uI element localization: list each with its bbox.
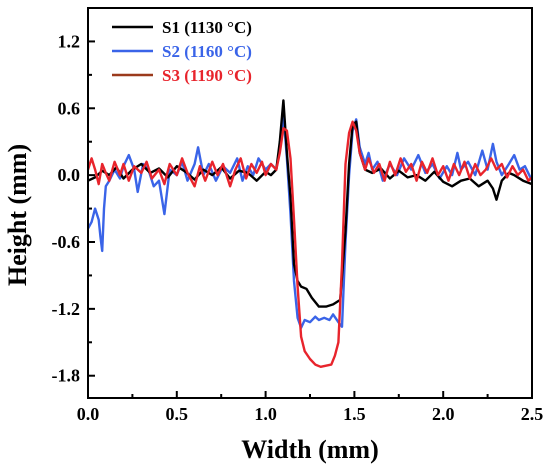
legend-label-1: S1 (1130 °C) — [162, 18, 252, 37]
y-tick-label: 0.0 — [58, 165, 81, 185]
y-axis-title: Height (mm) — [3, 144, 32, 286]
x-axis-title: Width (mm) — [241, 435, 378, 464]
x-tick-label: 1.5 — [343, 404, 366, 424]
y-axis: 1.2 0.6 0.0 -0.6 -1.2 -1.8 — [52, 31, 95, 386]
plot-frame — [87, 7, 533, 399]
y-tick-label: -1.2 — [52, 299, 81, 319]
series-line-3 — [86, 120, 533, 368]
x-tick-label: 1.0 — [254, 404, 277, 424]
y-tick-label: -0.6 — [52, 232, 81, 252]
series-line-1 — [87, 99, 533, 308]
x-tick-label: 2.5 — [521, 404, 544, 424]
legend-label-3: S3 (1190 °C) — [162, 66, 252, 85]
x-axis: 0.0 0.5 1.0 1.5 2.0 2.5 — [77, 391, 544, 424]
x-tick-label: 2.0 — [432, 404, 455, 424]
y-tick-label: -1.8 — [52, 366, 81, 386]
x-tick-label: 0.0 — [77, 404, 100, 424]
legend: S1 (1130 °C) S2 (1160 °C) S3 (1190 °C) — [112, 18, 252, 85]
y-tick-label: 0.6 — [58, 98, 81, 118]
legend-label-2: S2 (1160 °C) — [162, 42, 252, 61]
series-layer — [86, 99, 534, 368]
y-tick-label: 1.2 — [58, 31, 81, 51]
x-tick-label: 0.5 — [166, 404, 189, 424]
